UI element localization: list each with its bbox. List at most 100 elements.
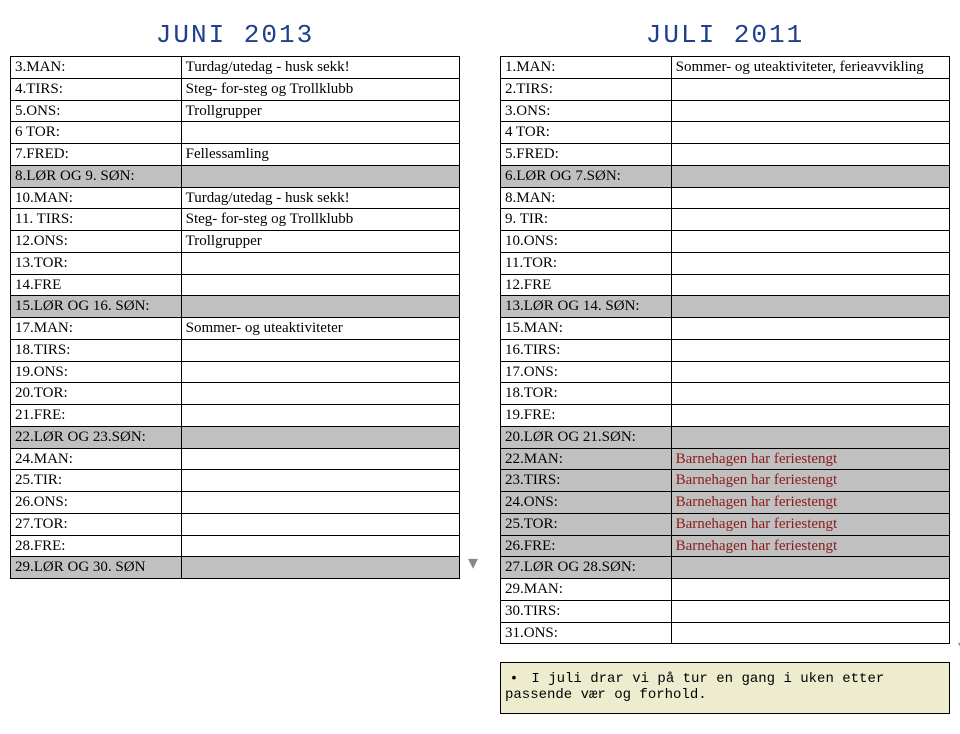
right-month-title: JULI 2011 xyxy=(500,20,950,50)
table-row: 25.TIR: xyxy=(11,470,460,492)
row-value: Turdag/utedag - husk sekk! xyxy=(181,187,459,209)
row-value xyxy=(671,252,949,274)
row-label: 21.FRE: xyxy=(11,405,182,427)
table-row: 26.ONS: xyxy=(11,492,460,514)
row-label: 1.MAN: xyxy=(501,57,672,79)
row-label: 23.TIRS: xyxy=(501,470,672,492)
row-label: 13.LØR OG 14. SØN: xyxy=(501,296,672,318)
row-value xyxy=(181,339,459,361)
right-column: JULI 2011 1.MAN:Sommer- og uteaktivitete… xyxy=(500,20,950,714)
row-value xyxy=(181,557,459,579)
table-row: 19.ONS: xyxy=(11,361,460,383)
table-row: 4 TOR: xyxy=(501,122,950,144)
row-value xyxy=(181,383,459,405)
row-label: 26.FRE: xyxy=(501,535,672,557)
row-label: 22.LØR OG 23.SØN: xyxy=(11,426,182,448)
row-value xyxy=(671,383,949,405)
row-label: 5.FRED: xyxy=(501,144,672,166)
row-value: Barnehagen har feriestengt xyxy=(671,535,949,557)
row-label: 17.ONS: xyxy=(501,361,672,383)
row-value xyxy=(671,622,949,644)
table-row: 13.LØR OG 14. SØN: xyxy=(501,296,950,318)
row-value xyxy=(671,339,949,361)
row-label: 4.TIRS: xyxy=(11,78,182,100)
row-label: 31.ONS: xyxy=(501,622,672,644)
row-label: 26.ONS: xyxy=(11,492,182,514)
row-value: Turdag/utedag - husk sekk! xyxy=(181,57,459,79)
table-row: 24.MAN: xyxy=(11,448,460,470)
table-row: 7.FRED:Fellessamling xyxy=(11,144,460,166)
row-value: Steg- for-steg og Trollklubb xyxy=(181,78,459,100)
table-row: 10.MAN:Turdag/utedag - husk sekk! xyxy=(11,187,460,209)
row-value xyxy=(671,557,949,579)
row-label: 15.LØR OG 16. SØN: xyxy=(11,296,182,318)
row-value xyxy=(671,296,949,318)
row-label: 25.TOR: xyxy=(501,513,672,535)
table-row: 21.FRE: xyxy=(11,405,460,427)
table-row: 3.ONS: xyxy=(501,100,950,122)
table-row: 15.LØR OG 16. SØN: xyxy=(11,296,460,318)
table-row: 29.MAN: xyxy=(501,579,950,601)
table-row: 5.ONS:Trollgrupper xyxy=(11,100,460,122)
row-label: 19.FRE: xyxy=(501,405,672,427)
table-row: 29.LØR OG 30. SØN xyxy=(11,557,460,579)
row-label: 14.FRE xyxy=(11,274,182,296)
table-row: 26.FRE:Barnehagen har feriestengt xyxy=(501,535,950,557)
row-label: 10.ONS: xyxy=(501,231,672,253)
row-label: 6.LØR OG 7.SØN: xyxy=(501,165,672,187)
table-row: 31.ONS: xyxy=(501,622,950,644)
table-row: 9. TIR: xyxy=(501,209,950,231)
table-row: 6 TOR: xyxy=(11,122,460,144)
row-label: 12.ONS: xyxy=(11,231,182,253)
row-label: 25.TIR: xyxy=(11,470,182,492)
table-row: 4.TIRS:Steg- for-steg og Trollklubb xyxy=(11,78,460,100)
table-row: 8.MAN: xyxy=(501,187,950,209)
table-row: 18.TOR: xyxy=(501,383,950,405)
row-label: 11.TOR: xyxy=(501,252,672,274)
row-value: Barnehagen har feriestengt xyxy=(671,492,949,514)
right-table: 1.MAN:Sommer- og uteaktiviteter, ferieav… xyxy=(500,56,950,644)
table-row: 11. TIRS:Steg- for-steg og Trollklubb xyxy=(11,209,460,231)
row-value xyxy=(671,274,949,296)
row-value xyxy=(671,426,949,448)
row-label: 4 TOR: xyxy=(501,122,672,144)
table-row: 5.FRED: xyxy=(501,144,950,166)
row-label: 12.FRE xyxy=(501,274,672,296)
row-label: 3.ONS: xyxy=(501,100,672,122)
table-row: 11.TOR: xyxy=(501,252,950,274)
table-row: 28.FRE: xyxy=(11,535,460,557)
table-row: 17.ONS: xyxy=(501,361,950,383)
row-value xyxy=(671,209,949,231)
row-label: 7.FRED: xyxy=(11,144,182,166)
row-value xyxy=(671,579,949,601)
row-label: 18.TOR: xyxy=(501,383,672,405)
table-row: 17.MAN:Sommer- og uteaktiviteter xyxy=(11,318,460,340)
row-label: 19.ONS: xyxy=(11,361,182,383)
row-value xyxy=(671,144,949,166)
left-column: JUNI 2013 3.MAN:Turdag/utedag - husk sek… xyxy=(10,20,460,579)
table-row: 27.LØR OG 28.SØN: xyxy=(501,557,950,579)
row-value xyxy=(181,513,459,535)
row-label: 29.LØR OG 30. SØN xyxy=(11,557,182,579)
table-row: 27.TOR: xyxy=(11,513,460,535)
table-row: 3.MAN:Turdag/utedag - husk sekk! xyxy=(11,57,460,79)
row-label: 27.LØR OG 28.SØN: xyxy=(501,557,672,579)
table-row: 19.FRE: xyxy=(501,405,950,427)
row-label: 11. TIRS: xyxy=(11,209,182,231)
row-label: 22.MAN: xyxy=(501,448,672,470)
row-value xyxy=(181,274,459,296)
row-value xyxy=(671,318,949,340)
table-row: 10.ONS: xyxy=(501,231,950,253)
row-label: 20.TOR: xyxy=(11,383,182,405)
row-value xyxy=(181,426,459,448)
row-value: Sommer- og uteaktiviteter xyxy=(181,318,459,340)
table-row: 25.TOR:Barnehagen har feriestengt xyxy=(501,513,950,535)
row-label: 2.TIRS: xyxy=(501,78,672,100)
row-value xyxy=(181,448,459,470)
row-value: Barnehagen har feriestengt xyxy=(671,470,949,492)
table-row: 23.TIRS:Barnehagen har feriestengt xyxy=(501,470,950,492)
row-value xyxy=(181,361,459,383)
row-value: Trollgrupper xyxy=(181,231,459,253)
row-label: 24.ONS: xyxy=(501,492,672,514)
row-label: 8.MAN: xyxy=(501,187,672,209)
